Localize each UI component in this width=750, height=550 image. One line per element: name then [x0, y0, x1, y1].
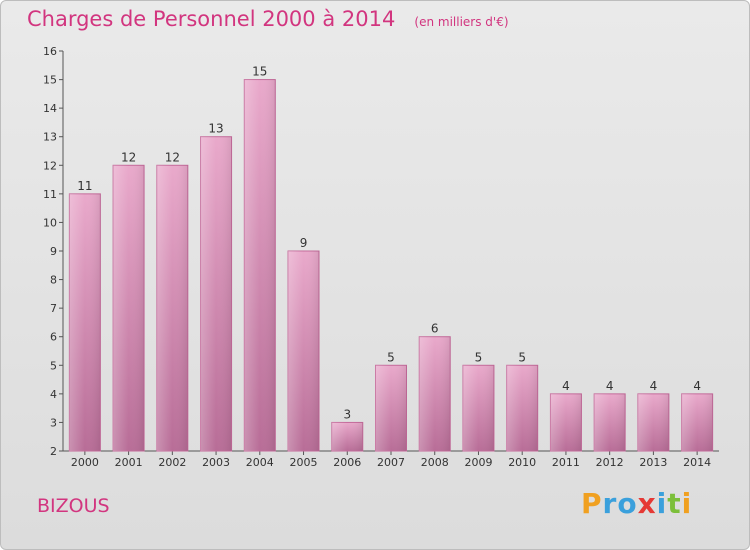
bar-shade [419, 336, 451, 451]
bar-shade [113, 165, 145, 452]
bar-value-label: 15 [252, 65, 267, 79]
bar-shade [637, 393, 669, 451]
x-tick-label: 2012 [596, 456, 624, 469]
bar-shade [462, 365, 494, 451]
proxiti-logo[interactable]: Proxiti [581, 487, 692, 520]
y-tick-label: 4 [50, 388, 57, 401]
logo-letter: P [581, 487, 603, 520]
x-tick-label: 2002 [158, 456, 186, 469]
bar-value-label: 6 [431, 322, 439, 336]
chart-title: Charges de Personnel 2000 à 2014 [27, 7, 396, 31]
y-tick-label: 10 [43, 216, 57, 229]
x-tick-label: 2013 [639, 456, 667, 469]
bar-shade [681, 393, 713, 451]
bar-shade [550, 393, 582, 451]
x-tick-label: 2011 [552, 456, 580, 469]
x-tick-label: 2003 [202, 456, 230, 469]
x-tick-label: 2000 [71, 456, 99, 469]
x-tick-label: 2010 [508, 456, 536, 469]
bar-shade [375, 365, 407, 451]
title-row: Charges de Personnel 2000 à 2014 (en mil… [27, 7, 509, 31]
bar-value-label: 5 [518, 350, 526, 364]
bar-shade [506, 365, 538, 451]
logo-letter: i [656, 487, 668, 520]
y-tick-label: 12 [43, 159, 57, 172]
y-tick-label: 14 [43, 102, 57, 115]
bar-value-label: 4 [693, 379, 701, 393]
bar-value-label: 4 [562, 379, 570, 393]
bar-shade [244, 79, 276, 452]
bar-value-label: 13 [208, 122, 223, 136]
bar-value-label: 5 [387, 350, 395, 364]
x-tick-label: 2009 [464, 456, 492, 469]
bar-value-label: 11 [77, 179, 92, 193]
x-tick-label: 2007 [377, 456, 405, 469]
logo-letter: o [617, 487, 638, 520]
y-tick-label: 3 [50, 416, 57, 429]
x-tick-label: 2001 [115, 456, 143, 469]
bar-shade [156, 165, 188, 452]
y-tick-label: 6 [50, 331, 57, 344]
bar-shade [200, 136, 232, 451]
bar-value-label: 4 [650, 379, 658, 393]
bar-shade [331, 422, 363, 451]
y-tick-label: 5 [50, 359, 57, 372]
bar-shade [288, 251, 320, 451]
x-tick-label: 2008 [421, 456, 449, 469]
y-tick-label: 16 [43, 45, 57, 58]
y-tick-label: 9 [50, 245, 57, 258]
y-tick-label: 15 [43, 74, 57, 87]
bar-value-label: 5 [475, 350, 483, 364]
x-tick-label: 2006 [333, 456, 361, 469]
bar-value-label: 9 [300, 236, 308, 250]
bar-shade [594, 393, 626, 451]
bar-value-label: 12 [165, 150, 180, 164]
logo-letter: r [602, 487, 618, 520]
bar-shade [69, 193, 101, 451]
logo-letter: t [667, 487, 682, 520]
y-tick-label: 7 [50, 302, 57, 315]
bar-value-label: 12 [121, 150, 136, 164]
logo-letter: x [637, 487, 657, 520]
y-tick-label: 8 [50, 274, 57, 287]
y-tick-label: 11 [43, 188, 57, 201]
y-tick-label: 2 [50, 445, 57, 458]
place-name: BIZOUS [37, 495, 110, 517]
x-tick-label: 2005 [290, 456, 318, 469]
bar-value-label: 3 [343, 407, 351, 421]
y-tick-label: 13 [43, 131, 57, 144]
x-tick-label: 2004 [246, 456, 274, 469]
bars [68, 79, 714, 452]
chart-subtitle: (en milliers d'€) [414, 15, 509, 29]
bar-value-label: 4 [606, 379, 614, 393]
logo-letter: i [681, 487, 693, 520]
x-tick-label: 2014 [683, 456, 711, 469]
labels: 11 2000 12 2001 12 2002 13 2003 15 2004 9 2005 3 2006… [71, 65, 711, 469]
